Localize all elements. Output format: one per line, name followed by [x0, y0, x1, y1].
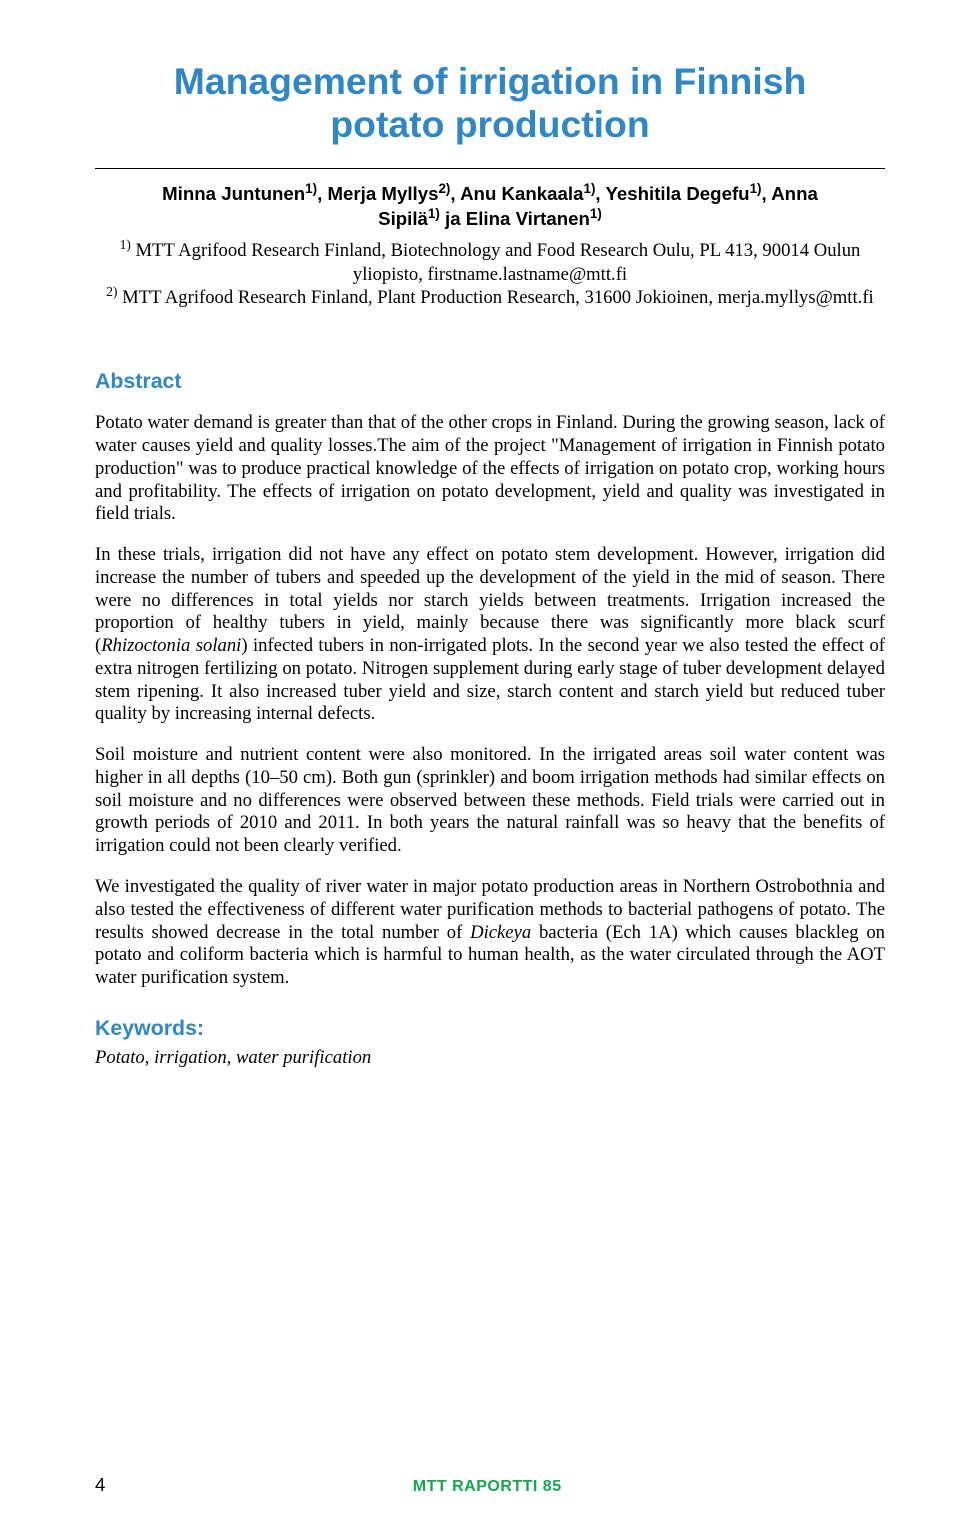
keywords-text: Potato, irrigation, water purification [95, 1047, 885, 1069]
authors-block: Minna Juntunen1), Merja Myllys2), Anu Ka… [160, 181, 820, 231]
page-title: Management of irrigation in Finnish pota… [95, 60, 885, 146]
title-line-2: potato production [330, 103, 649, 145]
title-rule [95, 168, 885, 169]
abstract-heading: Abstract [95, 369, 885, 394]
page-footer: 4 MTT RAPORTTI 85 [95, 1474, 885, 1496]
page-number: 4 [95, 1474, 105, 1496]
abstract-paragraph-3: Soil moisture and nutrient content were … [95, 744, 885, 858]
abstract-paragraph-4: We investigated the quality of river wat… [95, 876, 885, 990]
affiliations-block: 1) MTT Agrifood Research Finland, Biotec… [95, 239, 885, 309]
keywords-heading: Keywords: [95, 1016, 885, 1041]
footer-center-text: MTT RAPORTTI 85 [105, 1478, 869, 1496]
title-line-1: Management of irrigation in Finnish [174, 60, 807, 102]
abstract-paragraph-2: In these trials, irrigation did not have… [95, 544, 885, 726]
abstract-paragraph-1: Potato water demand is greater than that… [95, 412, 885, 526]
